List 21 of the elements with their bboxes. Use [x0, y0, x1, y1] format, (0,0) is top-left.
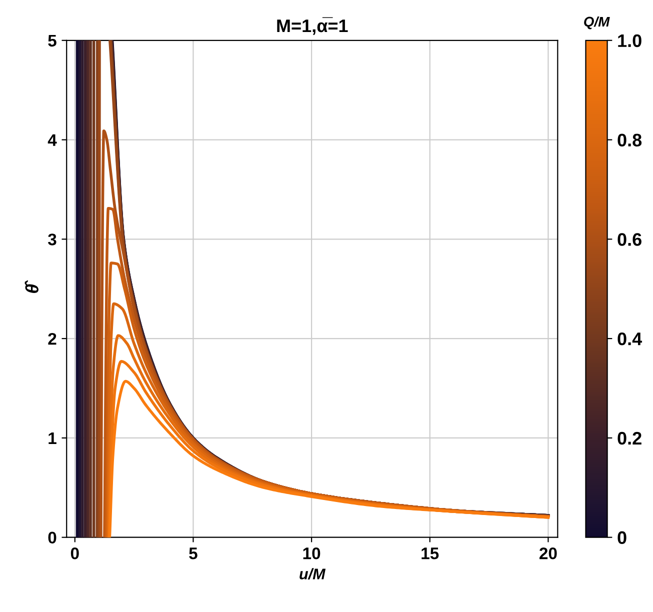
- y-tick-label: 3: [48, 234, 56, 246]
- x-tick-label: 15: [422, 548, 439, 560]
- x-tick-label: 0: [70, 548, 79, 560]
- chart-title: M=1,α̅=1: [277, 17, 348, 35]
- x-tick-label: 10: [303, 548, 320, 560]
- y-tick-label: 1: [48, 432, 56, 444]
- color-bar-label: 0.6: [618, 233, 642, 246]
- y-axis-title: θ̂: [24, 280, 38, 293]
- color-bar-label: 0.8: [618, 134, 642, 146]
- x-tick-label: 5: [189, 548, 198, 560]
- color-bar-label: 0: [618, 531, 626, 544]
- color-bar-label: 0.4: [618, 332, 642, 346]
- color-bar-label: 0.2: [618, 432, 642, 445]
- y-tick-label: 4: [48, 134, 57, 146]
- x-axis-title: u/M: [300, 568, 326, 580]
- y-tick-label: 5: [48, 34, 56, 47]
- color-bar-label: 1.0: [618, 34, 642, 48]
- x-tick-label: 20: [540, 548, 557, 560]
- y-tick-label: 2: [48, 332, 56, 345]
- y-tick-label: 0: [48, 532, 56, 544]
- color-bar-title: Q/M: [584, 16, 610, 30]
